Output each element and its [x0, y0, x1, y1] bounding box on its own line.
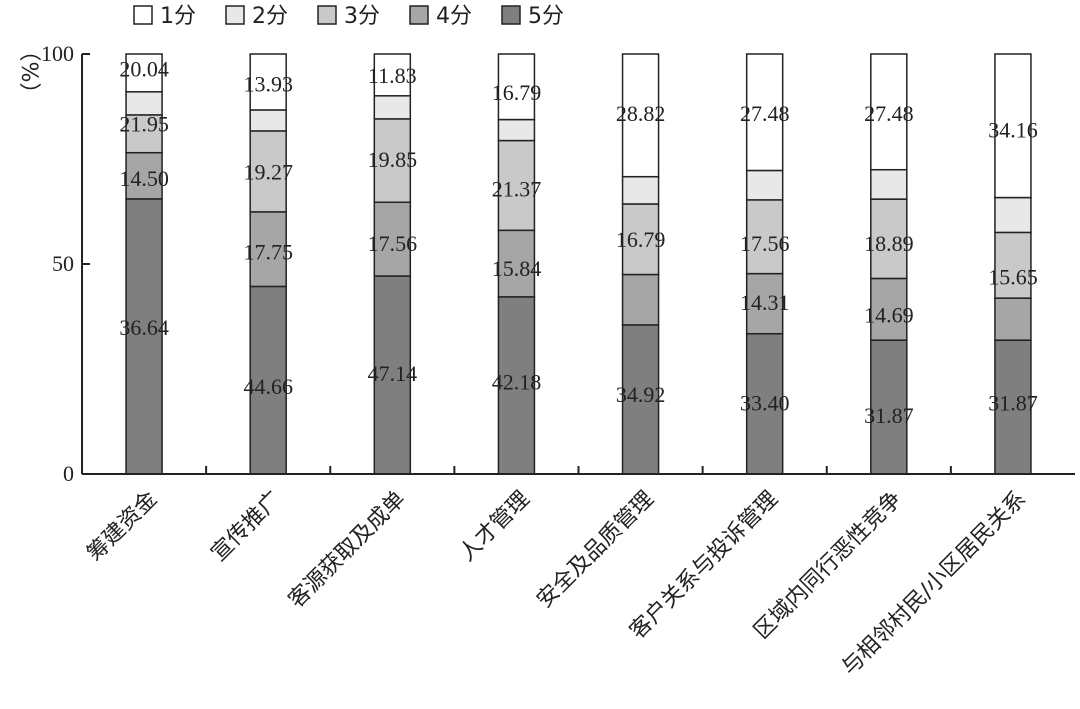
- bar-segment: [994, 196, 1032, 234]
- category-label: 人才管理: [455, 487, 535, 567]
- bar-segment: [994, 231, 1032, 299]
- data-label: 19.27: [243, 160, 293, 185]
- legend: 1分 2分 3分 4分 5分: [133, 4, 564, 29]
- bar-segment: [497, 118, 536, 142]
- bar-segment: [125, 53, 163, 93]
- bar-segment: [870, 277, 908, 341]
- y-tick-label: 50: [52, 251, 74, 276]
- category-label: 安全及品质管理: [532, 487, 659, 614]
- data-label: 14.31: [740, 290, 790, 315]
- y-tick-label: 0: [63, 461, 74, 486]
- legend-swatch: [409, 5, 429, 25]
- data-label: 27.48: [864, 101, 914, 126]
- legend-swatch: [501, 5, 521, 25]
- data-label: 16.79: [616, 227, 666, 252]
- data-label: 42.18: [492, 370, 542, 395]
- data-label: 31.87: [864, 403, 914, 428]
- data-label: 17.56: [368, 231, 418, 256]
- bar-segment: [870, 53, 908, 171]
- data-label: 44.66: [243, 374, 293, 399]
- bar-segment: [621, 53, 660, 178]
- data-label: 20.04: [119, 57, 169, 82]
- data-label: 15.84: [492, 256, 542, 281]
- data-label: 17.75: [243, 239, 293, 264]
- bar-segment: [994, 297, 1032, 341]
- category-label: 筹建资金: [82, 487, 162, 567]
- legend-label: 5分: [528, 4, 564, 29]
- bar-segment: [870, 198, 908, 280]
- data-label: 14.69: [864, 302, 914, 327]
- y-tick-label: 100: [41, 41, 74, 66]
- bar-segment: [870, 339, 908, 475]
- legend-swatch: [133, 5, 153, 25]
- legend-swatch: [317, 5, 337, 25]
- legend-label: 1分: [160, 4, 196, 29]
- legend-label: 3分: [344, 4, 380, 29]
- data-label: 34.16: [988, 118, 1038, 143]
- bar-segment: [745, 272, 784, 335]
- bar-segment: [621, 273, 660, 326]
- bar-segment: [125, 198, 163, 475]
- bar-segment: [373, 118, 412, 204]
- bar-segment: [745, 169, 784, 201]
- bar-segment: [497, 229, 536, 298]
- bar-segment: [621, 324, 660, 475]
- data-label: 17.56: [740, 231, 790, 256]
- data-label: 18.89: [864, 231, 914, 256]
- bar-segment: [621, 203, 660, 276]
- data-label: 34.92: [616, 382, 666, 407]
- bar-segment: [870, 168, 908, 200]
- data-label: 31.87: [988, 391, 1038, 416]
- data-label: 19.85: [368, 147, 418, 172]
- data-label: 21.95: [119, 111, 169, 136]
- data-label: 21.37: [492, 176, 542, 201]
- bar-segment: [249, 130, 287, 213]
- bar-segment: [125, 151, 163, 200]
- data-label: 16.79: [492, 80, 542, 105]
- bars: [125, 53, 1032, 475]
- data-label: 27.48: [740, 101, 790, 126]
- data-label: 33.40: [740, 391, 790, 416]
- bar-segment: [994, 339, 1032, 475]
- bar-segment: [994, 53, 1032, 199]
- bar-segment: [745, 53, 784, 172]
- data-label: 47.14: [368, 361, 418, 386]
- bar-segment: [373, 53, 412, 97]
- bar-segment: [745, 199, 784, 275]
- bar-segment: [497, 139, 536, 232]
- bar-segment: [249, 109, 287, 132]
- data-label: 13.93: [243, 71, 293, 96]
- bar-segment: [249, 211, 287, 288]
- bar-segment: [621, 175, 660, 205]
- bar-segment: [373, 95, 412, 120]
- y-axis-title: （%）: [16, 40, 41, 105]
- data-label: 36.64: [119, 315, 169, 340]
- data-label: 14.50: [119, 166, 169, 191]
- category-label: 宣传推广: [207, 487, 287, 567]
- data-label: 28.82: [616, 101, 666, 126]
- data-label: 15.65: [988, 265, 1038, 290]
- legend-label: 2分: [252, 4, 288, 29]
- bar-segment: [497, 53, 536, 121]
- legend-swatch: [225, 5, 245, 25]
- bar-segment: [745, 332, 784, 475]
- category-label: 客源获取及成单: [284, 487, 411, 614]
- data-labels: 20.04 21.95 14.50 36.64 13.93 19.27 17.75 44.66…: [119, 57, 1037, 429]
- bar-segment: [373, 201, 412, 277]
- bar-segment: [249, 53, 287, 111]
- data-label: 11.83: [368, 63, 417, 88]
- legend-label: 4分: [436, 4, 472, 29]
